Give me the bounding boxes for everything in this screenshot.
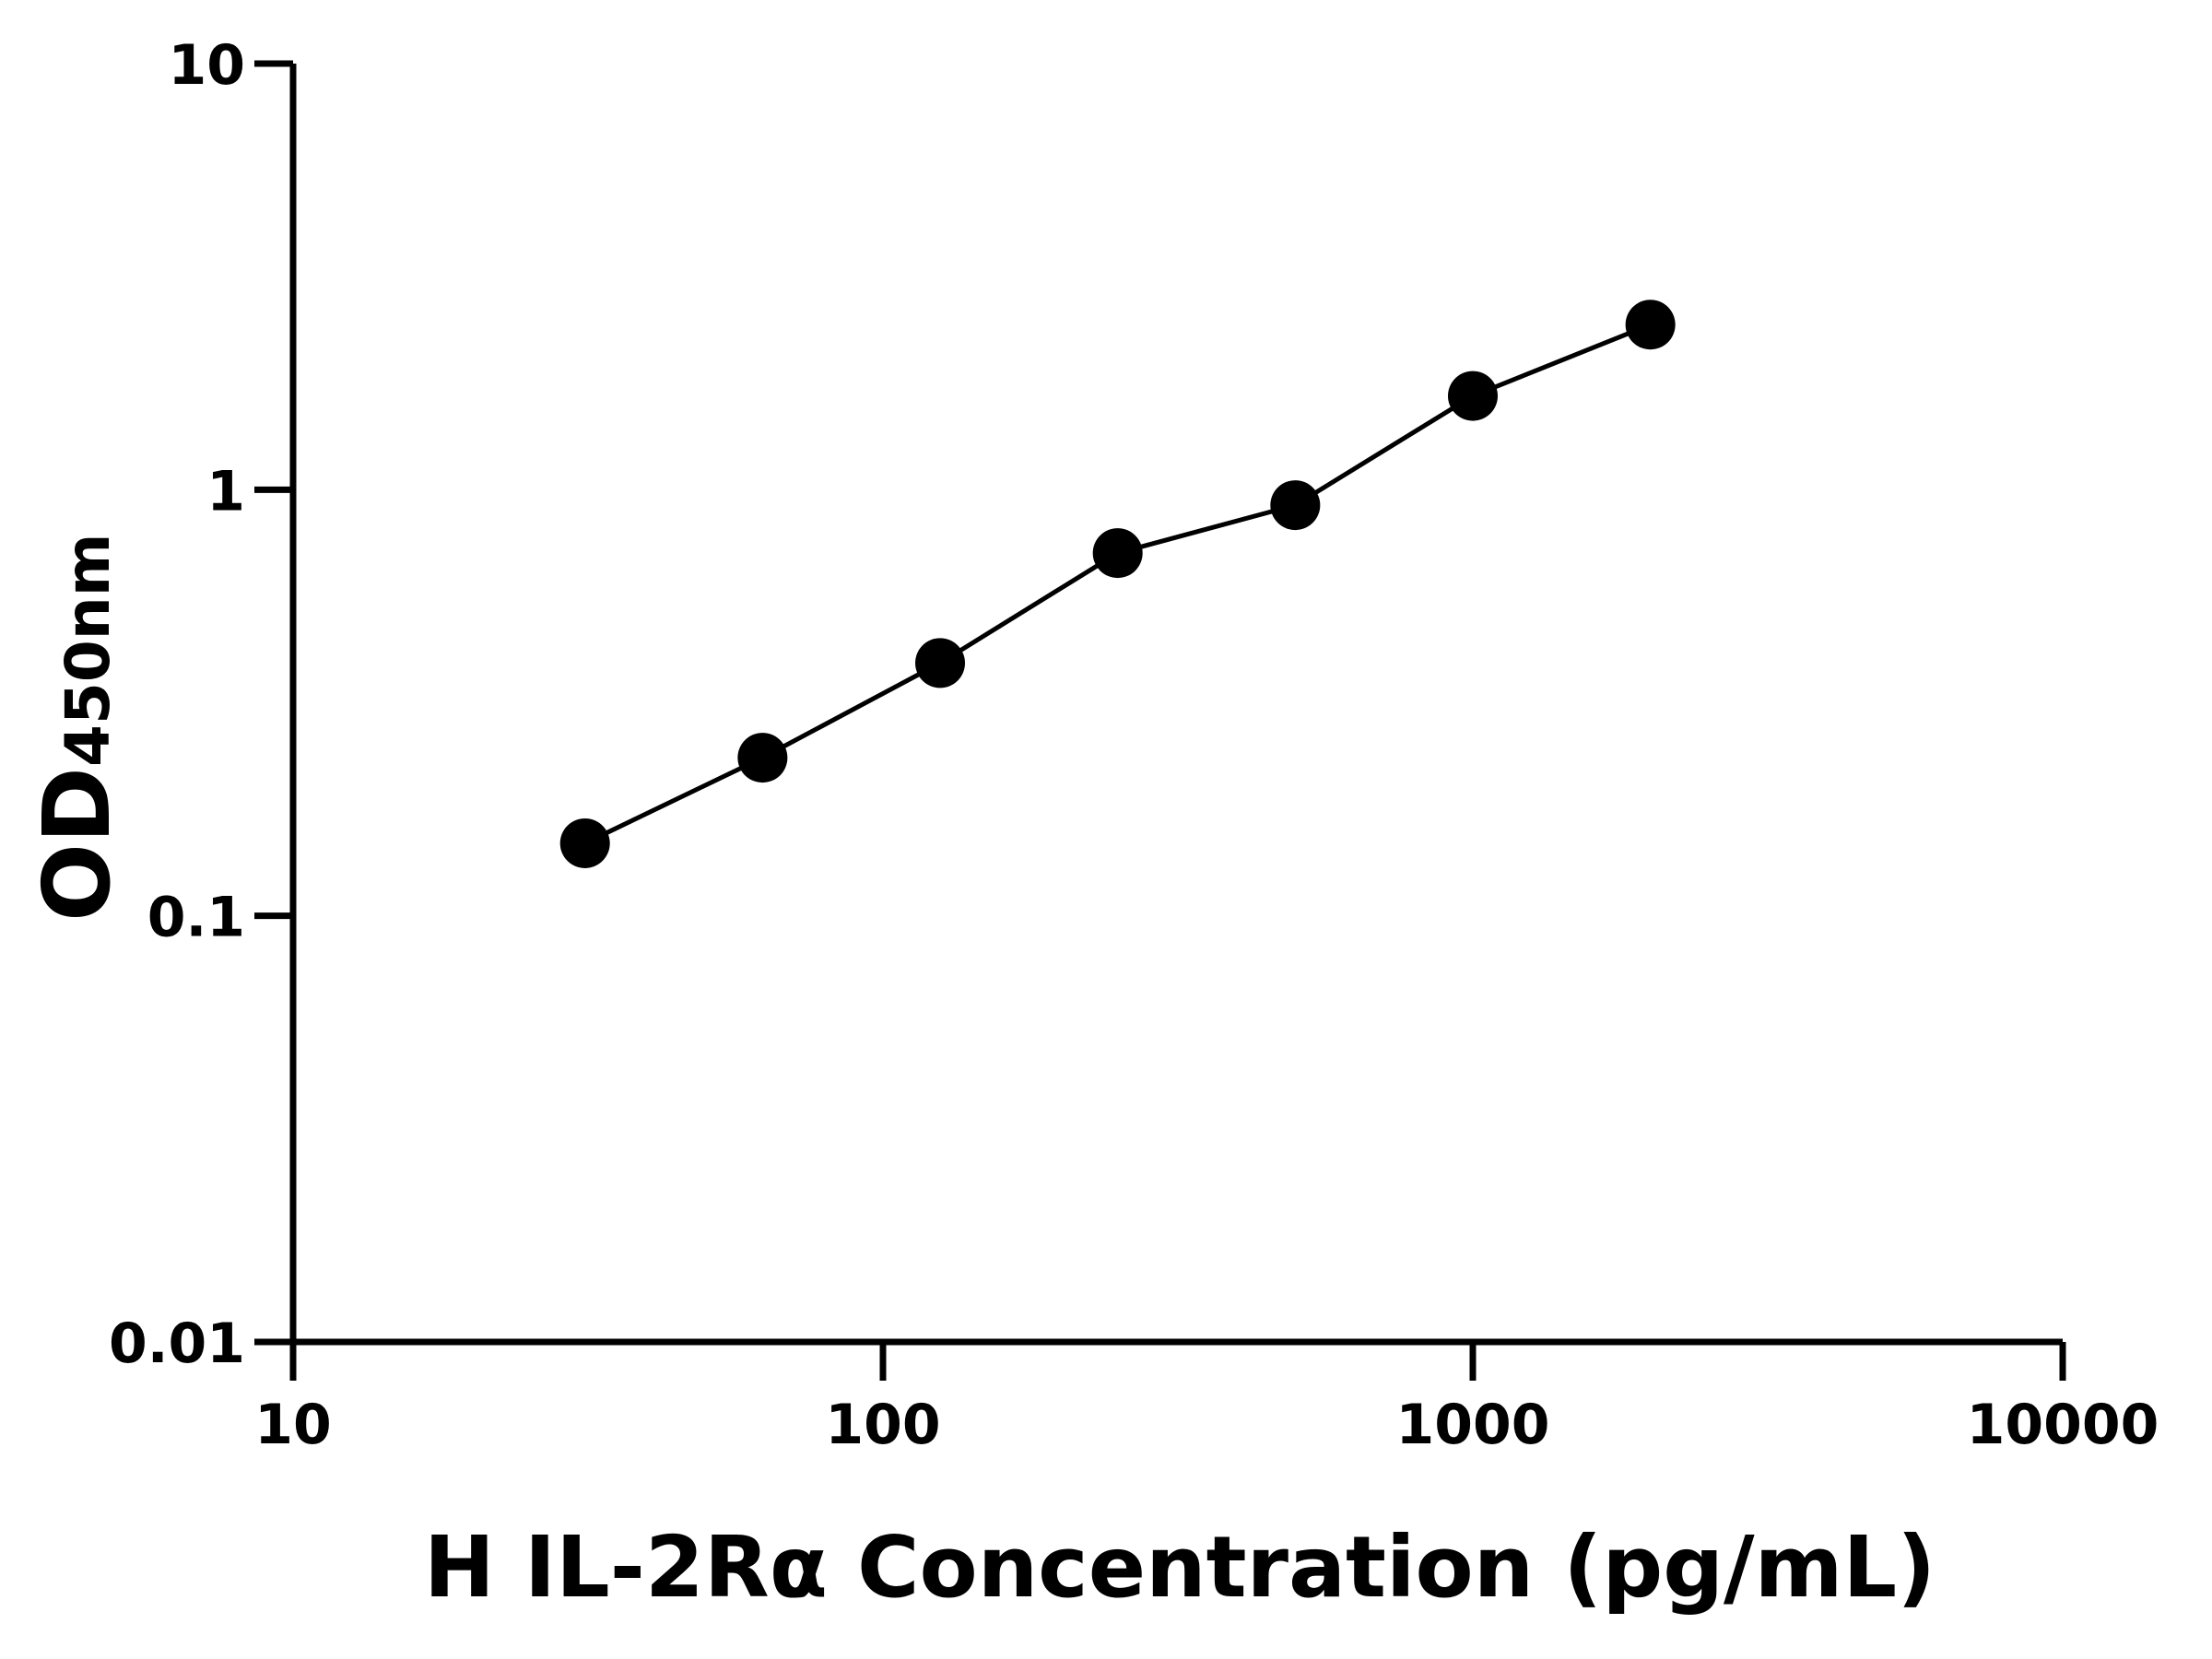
x-tick-label: 100 [825, 1393, 940, 1457]
svg-text:OD450nm: OD450nm [23, 533, 131, 922]
y-tick-label: 10 [169, 33, 246, 98]
data-point [1092, 528, 1143, 579]
data-point [1270, 480, 1321, 531]
x-axis-label: H IL-2Rα Concentration (pg/mL) [424, 1518, 1936, 1617]
data-point [1625, 300, 1676, 350]
y-axis-label: OD450nm [23, 533, 131, 922]
data-point [915, 638, 966, 688]
data-point [1448, 371, 1498, 421]
y-tick-label: 0.1 [147, 886, 245, 950]
data-point [737, 733, 788, 783]
y-axis-label-sub: 450nm [53, 533, 124, 767]
ticks: 10 100 1000 10000 0.01 0.1 1 10 [109, 33, 2159, 1457]
x-tick-label: 1000 [1396, 1393, 1550, 1457]
x-tick-label: 10000 [1967, 1393, 2159, 1457]
axes [289, 64, 2063, 1346]
y-tick-label: 0.01 [109, 1312, 245, 1376]
x-tick-label: 10 [254, 1393, 332, 1457]
plot-area [559, 300, 1676, 868]
y-axis-label-main: OD [23, 767, 131, 922]
data-point [559, 818, 610, 868]
y-tick-label: 1 [206, 459, 245, 524]
